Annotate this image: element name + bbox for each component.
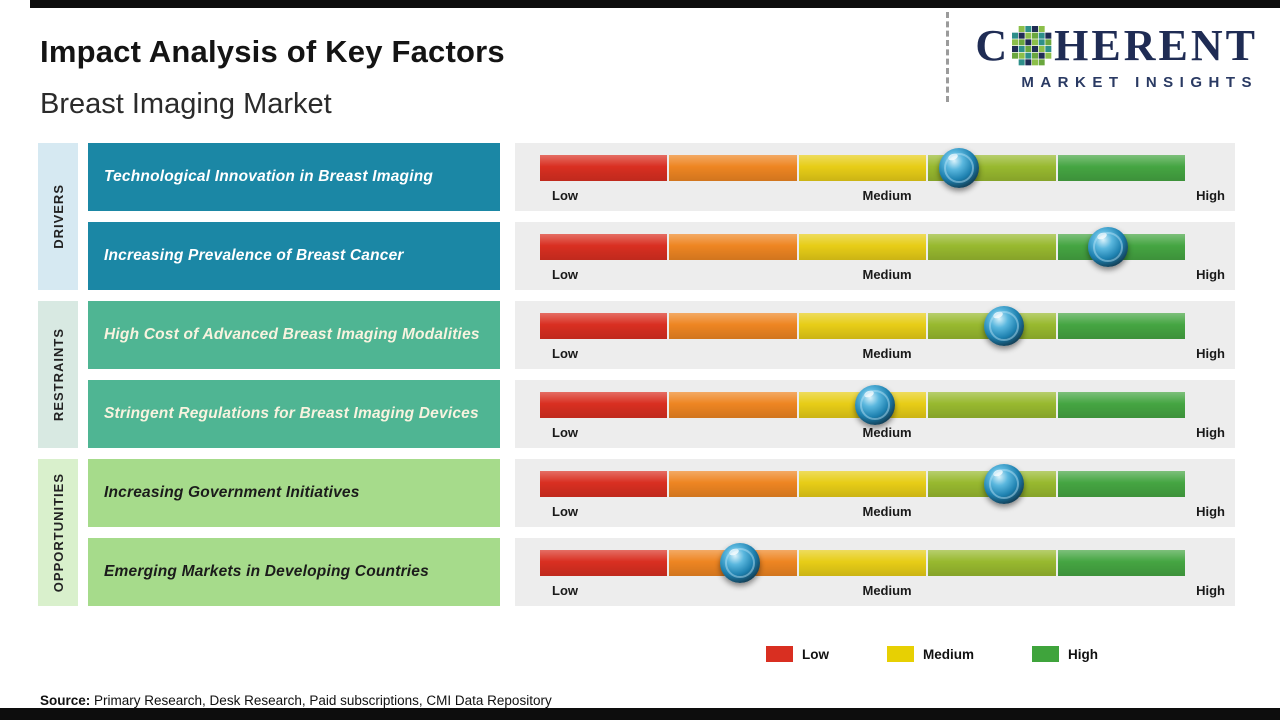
page-title: Impact Analysis of Key Factors xyxy=(40,34,505,69)
scale-high-label: High xyxy=(1196,188,1225,203)
impact-gradient-bar xyxy=(540,464,1186,504)
impact-marker xyxy=(1087,227,1128,267)
legend-swatch-medium xyxy=(887,646,914,662)
source-note: Source: Primary Research, Desk Research,… xyxy=(40,693,552,708)
scale-low-label: Low xyxy=(552,425,578,440)
legend-item-low: Low xyxy=(766,646,829,662)
impact-gradient-bar xyxy=(540,543,1186,583)
group-label-text: DRIVERS xyxy=(50,184,66,249)
factor-label: Technological Innovation in Breast Imagi… xyxy=(104,167,434,185)
impact-marker xyxy=(855,385,896,425)
bottom-accent-bar xyxy=(0,708,1280,720)
impact-scale: Low Medium High xyxy=(552,583,1225,598)
page-subtitle: Breast Imaging Market xyxy=(40,88,332,120)
scale-medium-label: Medium xyxy=(862,583,912,598)
impact-gradient-bar xyxy=(540,148,1186,188)
scale-medium-label: Medium xyxy=(862,346,912,361)
factor-label: Emerging Markets in Developing Countries xyxy=(104,562,429,580)
impact-scale: Low Medium High xyxy=(552,267,1225,282)
group-label-restraints: RESTRAINTS xyxy=(38,301,78,448)
brand-letters-rest: HERENT xyxy=(1054,21,1258,70)
factor-label-box: Increasing Prevalence of Breast Cancer xyxy=(88,222,500,290)
factor-label-box: Increasing Government Initiatives xyxy=(88,459,500,527)
impact-gradient-bar xyxy=(540,227,1186,267)
legend-item-high: High xyxy=(1032,646,1098,662)
factor-label: Stringent Regulations for Breast Imaging… xyxy=(104,404,479,422)
scale-high-label: High xyxy=(1196,346,1225,361)
impact-scale: Low Medium High xyxy=(552,188,1225,203)
impact-bar-strip: Low Medium High xyxy=(515,222,1235,290)
group-label-text: RESTRAINTS xyxy=(50,327,66,422)
scale-medium-label: Medium xyxy=(862,504,912,519)
group-label-opportunities: OPPORTUNITIES xyxy=(38,459,78,606)
impact-marker xyxy=(939,148,980,188)
impact-scale: Low Medium High xyxy=(552,346,1225,361)
factor-label: High Cost of Advanced Breast Imaging Mod… xyxy=(104,325,480,343)
impact-marker xyxy=(984,306,1025,346)
scale-low-label: Low xyxy=(552,346,578,361)
scale-low-label: Low xyxy=(552,188,578,203)
impact-gradient-bar xyxy=(540,306,1186,346)
scale-low-label: Low xyxy=(552,267,578,282)
group-label-drivers: DRIVERS xyxy=(38,143,78,290)
impact-bar-strip: Low Medium High xyxy=(515,538,1235,606)
impact-marker xyxy=(984,464,1025,504)
brand-wordmark: C HERENT xyxy=(975,24,1258,68)
factor-label-box: Technological Innovation in Breast Imagi… xyxy=(88,143,500,211)
scale-high-label: High xyxy=(1196,267,1225,282)
logo-divider-dashed-line xyxy=(946,12,949,102)
group-label-text: OPPORTUNITIES xyxy=(50,472,66,593)
top-accent-bar xyxy=(30,0,1280,8)
scale-low-label: Low xyxy=(552,583,578,598)
impact-scale: Low Medium High xyxy=(552,504,1225,519)
scale-high-label: High xyxy=(1196,504,1225,519)
legend: Low Medium High xyxy=(766,646,1098,662)
scale-high-label: High xyxy=(1196,425,1225,440)
mosaic-o-icon xyxy=(1012,26,1052,66)
impact-bar-strip: Low Medium High xyxy=(515,459,1235,527)
impact-marker xyxy=(719,543,760,583)
factor-label-box: Emerging Markets in Developing Countries xyxy=(88,538,500,606)
legend-label-low: Low xyxy=(802,646,829,662)
legend-swatch-high xyxy=(1032,646,1060,662)
factor-label-box: Stringent Regulations for Breast Imaging… xyxy=(88,380,500,448)
brand-tagline: MARKET INSIGHTS xyxy=(1021,74,1258,91)
source-label: Source: xyxy=(40,693,91,708)
legend-item-medium: Medium xyxy=(887,646,974,662)
source-text: Primary Research, Desk Research, Paid su… xyxy=(94,693,552,708)
impact-scale: Low Medium High xyxy=(552,425,1225,440)
impact-bar-strip: Low Medium High xyxy=(515,380,1235,448)
legend-label-medium: Medium xyxy=(923,646,975,662)
factor-label-box: High Cost of Advanced Breast Imaging Mod… xyxy=(88,301,500,369)
scale-low-label: Low xyxy=(552,504,578,519)
impact-gradient-bar xyxy=(540,385,1186,425)
scale-medium-label: Medium xyxy=(862,188,912,203)
impact-bar-strip: Low Medium High xyxy=(515,143,1235,211)
brand-letter-c: C xyxy=(975,21,1011,70)
factor-label: Increasing Prevalence of Breast Cancer xyxy=(104,246,404,264)
legend-label-high: High xyxy=(1068,646,1099,662)
brand-logo: C HERENT MARKET INSIGHTS xyxy=(975,24,1258,92)
scale-high-label: High xyxy=(1196,583,1225,598)
scale-medium-label: Medium xyxy=(862,425,912,440)
impact-bar-strip: Low Medium High xyxy=(515,301,1235,369)
factor-label: Increasing Government Initiatives xyxy=(104,483,360,501)
legend-swatch-low xyxy=(766,646,793,662)
scale-medium-label: Medium xyxy=(862,267,912,282)
